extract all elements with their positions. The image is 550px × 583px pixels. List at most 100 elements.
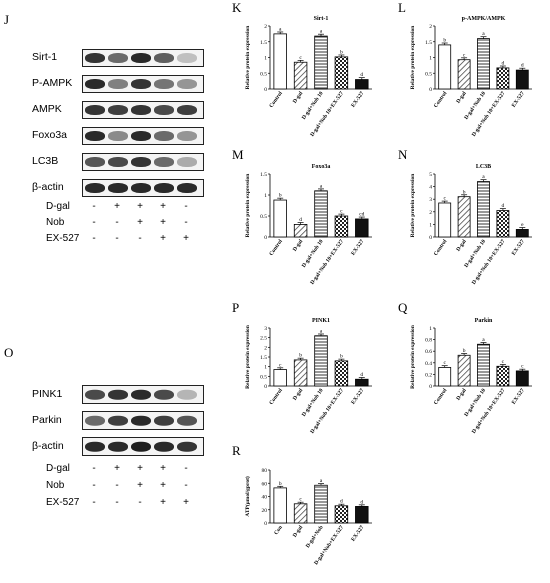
significance-letter: a — [320, 29, 323, 35]
y-tick-label: 3 — [264, 326, 267, 332]
y-tick-label: 1.5 — [260, 355, 267, 361]
blot-band — [131, 415, 151, 426]
y-axis-label: Relative protein expression — [410, 325, 416, 389]
panel-letter-p: P — [232, 300, 240, 315]
y-axis-label: Relative protein expression — [245, 26, 251, 90]
blot-band — [85, 157, 105, 167]
treatment-sign: + — [160, 233, 166, 244]
treatment-sign: + — [160, 463, 166, 474]
category-label: Control — [268, 238, 284, 257]
treatment-label: D-gal — [46, 463, 70, 474]
category-label: EX-527 — [511, 239, 526, 257]
blot-band — [177, 389, 197, 400]
significance-letter: a — [320, 183, 323, 189]
bar — [293, 359, 308, 387]
panel-letter-o: O — [4, 345, 14, 360]
treatment-sign: - — [184, 480, 188, 491]
category-label: EX-527 — [350, 239, 365, 257]
treatment-sign: - — [138, 497, 142, 508]
y-tick-label: 80 — [262, 468, 268, 474]
treatment-sign: + — [114, 463, 120, 474]
treatment-sign: - — [184, 463, 188, 474]
blot-strip — [82, 101, 204, 119]
y-tick-label: 5 — [429, 172, 432, 178]
significance-letter: c — [340, 209, 343, 215]
blot-band — [108, 157, 128, 167]
y-tick-label: 0 — [264, 235, 267, 241]
y-tick-label: 1 — [429, 326, 432, 332]
chart-title: Sirt-1 — [314, 16, 329, 22]
y-tick-label: 0.5 — [260, 214, 267, 220]
significance-letter: d — [299, 217, 302, 223]
significance-letter: d — [521, 63, 524, 69]
bar — [334, 56, 349, 90]
significance-letter: c — [502, 359, 505, 365]
category-label: Control — [433, 387, 449, 406]
protein-label: P-AMPK — [32, 77, 73, 89]
treatment-sign: - — [92, 217, 96, 228]
category-label: EX-527 — [350, 91, 365, 109]
treatment-sign: - — [92, 497, 96, 508]
y-tick-label: 0 — [429, 384, 432, 390]
blot-band — [154, 415, 174, 426]
blot-band — [85, 415, 105, 426]
y-tick-label: 1 — [429, 56, 432, 62]
bar — [334, 215, 349, 238]
chart-title: Parkin — [475, 318, 493, 324]
significance-letter: b — [443, 38, 446, 44]
blot-band — [154, 157, 174, 167]
blot-band — [177, 415, 197, 426]
blot-band — [131, 441, 151, 452]
treatment-sign: + — [137, 201, 143, 212]
category-label: Control — [268, 387, 284, 406]
bar — [293, 503, 308, 524]
significance-letter: d — [360, 372, 363, 378]
significance-letter: a — [320, 328, 323, 334]
blot-band — [177, 53, 197, 63]
protein-label: PINK1 — [32, 387, 63, 400]
bar — [438, 44, 452, 90]
y-tick-label: 0 — [429, 87, 432, 93]
blot-band — [177, 157, 197, 167]
significance-letter: b — [279, 193, 282, 199]
blot-strip — [82, 411, 204, 430]
category-label: D-gal — [292, 90, 305, 104]
treatment-label: EX-527 — [46, 497, 80, 508]
blot-band — [177, 131, 197, 141]
blot-band — [85, 183, 105, 193]
blot-band — [85, 105, 105, 115]
y-tick-label: 0 — [264, 384, 267, 390]
blot-band — [177, 105, 197, 115]
y-tick-label: 60 — [262, 481, 268, 487]
significance-letter: c — [299, 497, 302, 503]
bar — [496, 67, 510, 90]
y-tick-label: 2.5 — [260, 336, 267, 342]
treatment-sign: + — [137, 217, 143, 228]
significance-letter: e — [521, 222, 524, 228]
blot-band — [131, 183, 151, 193]
y-axis-label: Relative protein expression — [410, 174, 416, 238]
bar — [457, 196, 471, 238]
treatment-sign: + — [160, 497, 166, 508]
chart-title: p-AMPK/AMPK — [462, 16, 506, 22]
bar — [477, 38, 490, 90]
blot-strip — [82, 179, 204, 197]
significance-letter: c — [299, 55, 302, 61]
bar — [355, 79, 369, 90]
category-label: Control — [433, 238, 449, 257]
blot-band — [85, 53, 105, 63]
blot-band — [85, 441, 105, 452]
treatment-sign: - — [92, 463, 96, 474]
blot-band — [108, 389, 128, 400]
bar — [477, 343, 490, 387]
blot-band — [177, 183, 197, 193]
significance-letter: a — [279, 26, 282, 32]
blot-band — [108, 79, 128, 89]
bar-chart-foxo3a: Foxo3a Relative protein expression 0 0.5 1 1.… — [245, 164, 372, 286]
y-tick-label: 2 — [264, 345, 267, 351]
panel-letter-r: R — [232, 443, 241, 458]
treatment-sign: - — [115, 480, 119, 491]
significance-letter: b — [463, 189, 466, 195]
blot-band — [131, 105, 151, 115]
bar — [438, 367, 452, 387]
